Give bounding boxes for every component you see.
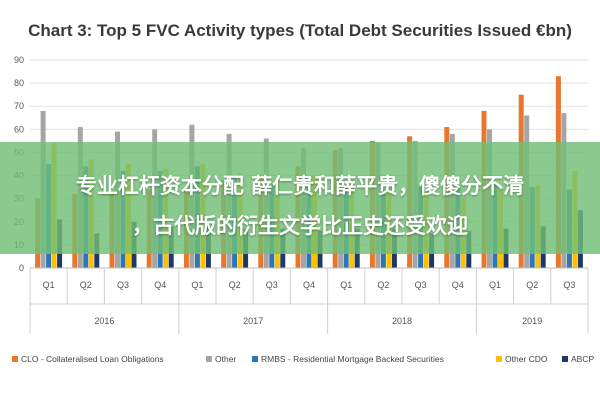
x-tick-label: Q3 bbox=[266, 280, 278, 290]
legend-label: ABCP bbox=[571, 354, 594, 364]
overlay-line-1: 专业杠杆资本分配 薛仁贵和薛平贵，傻傻分不清 bbox=[75, 174, 525, 198]
x-tick-label: Q1 bbox=[191, 280, 203, 290]
x-tick-label: Q4 bbox=[452, 280, 464, 290]
x-tick-label: Q3 bbox=[563, 280, 575, 290]
legend-swatch bbox=[12, 356, 18, 362]
legend-label: Other bbox=[215, 354, 236, 364]
year-label: 2016 bbox=[94, 316, 114, 326]
x-tick-label: Q3 bbox=[415, 280, 427, 290]
x-axis: Q1 Q2 Q3 Q4 Q1 Q2 Q3 Q4 Q1 Q2 Q3 Q4 Q1 Q2 Q3 2016 2017 20… bbox=[29, 267, 589, 334]
legend-swatch bbox=[562, 356, 568, 362]
y-tick-label: 90 bbox=[14, 55, 24, 65]
y-tick-label: 60 bbox=[14, 124, 24, 134]
y-tick-label: 80 bbox=[14, 78, 24, 88]
legend: CLO - Collateralised Loan Obligations Oth… bbox=[12, 354, 594, 364]
year-label: 2019 bbox=[522, 316, 542, 326]
x-tick-label: Q1 bbox=[489, 280, 501, 290]
x-tick-label: Q4 bbox=[303, 280, 315, 290]
legend-swatch bbox=[496, 356, 502, 362]
x-tick-label: Q3 bbox=[117, 280, 129, 290]
y-tick-label: 70 bbox=[14, 101, 24, 111]
overlay-line-2: ，古代版的衍生文学比正史还受欢迎 bbox=[132, 214, 468, 238]
x-tick-label: Q2 bbox=[80, 280, 92, 290]
legend-swatch bbox=[252, 356, 258, 362]
text-overlay-banner: 专业杠杆资本分配 薛仁贵和薛平贵，傻傻分不清 ，古代版的衍生文学比正史还受欢迎 bbox=[0, 142, 600, 254]
x-tick-label: Q2 bbox=[526, 280, 538, 290]
legend-label: CLO - Collateralised Loan Obligations bbox=[21, 354, 164, 364]
x-tick-label: Q1 bbox=[340, 280, 352, 290]
year-label: 2017 bbox=[243, 316, 263, 326]
chart-title: Chart 3: Top 5 FVC Activity types (Total… bbox=[28, 21, 572, 40]
year-label: 2018 bbox=[392, 316, 412, 326]
x-tick-label: Q2 bbox=[229, 280, 241, 290]
y-tick-label: 0 bbox=[19, 263, 24, 273]
x-tick-label: Q4 bbox=[154, 280, 166, 290]
x-tick-label: Q1 bbox=[43, 280, 55, 290]
legend-swatch bbox=[206, 356, 212, 362]
legend-label: RMBS - Residential Mortgage Backed Secur… bbox=[261, 354, 444, 364]
x-tick-label: Q2 bbox=[377, 280, 389, 290]
legend-label: Other CDO bbox=[505, 354, 548, 364]
